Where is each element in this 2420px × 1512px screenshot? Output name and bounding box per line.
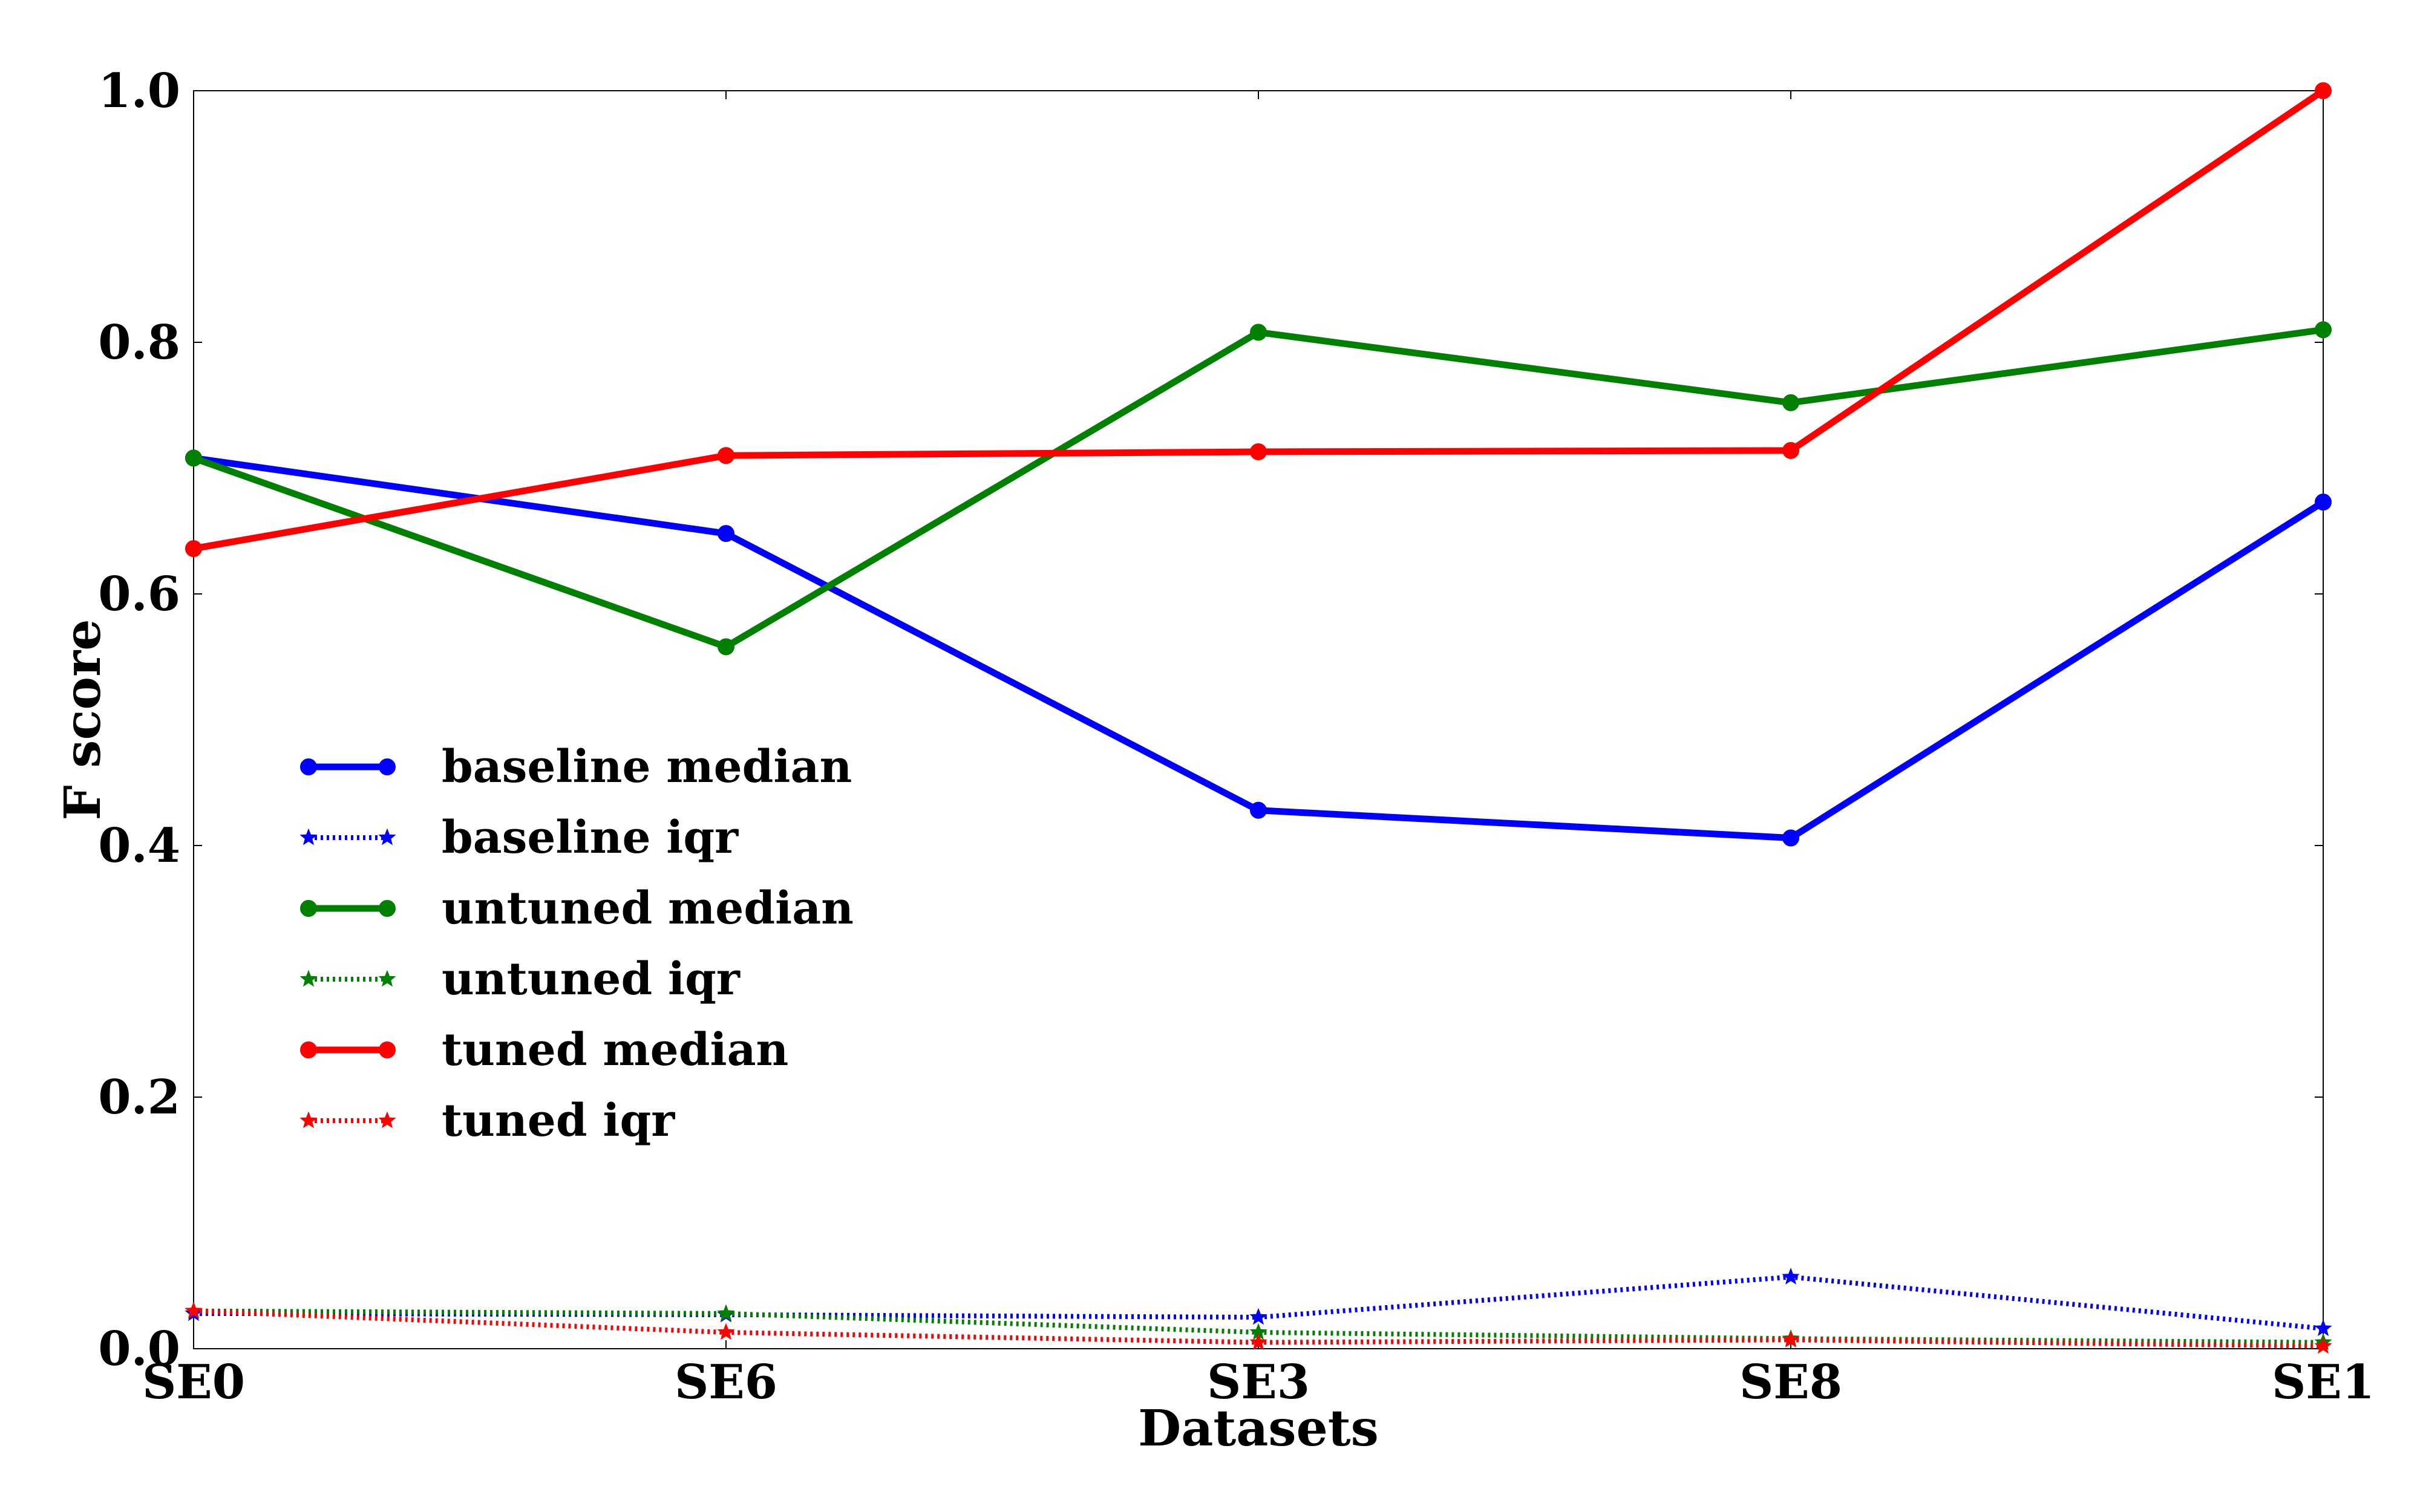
legend-marker: [299, 828, 318, 846]
y-tick-label: 0.0: [98, 1321, 180, 1377]
data-point: [1250, 443, 1267, 460]
legend-label: untuned median: [442, 882, 854, 934]
legend-marker: [300, 1041, 317, 1058]
y-tick-label: 1.0: [98, 64, 180, 119]
data-point: [185, 540, 202, 558]
x-tick-label: SE8: [1739, 1355, 1842, 1410]
data-point: [718, 638, 734, 656]
data-point: [2314, 1337, 2332, 1354]
y-tick-label: 0.4: [98, 818, 180, 873]
y-tick-label: 0.8: [98, 315, 180, 370]
data-point: [2314, 1319, 2332, 1337]
series-line: [193, 88, 2326, 552]
y-tick-label: 0.6: [98, 567, 180, 622]
data-point: [1782, 829, 1799, 847]
data-point: [1782, 394, 1799, 411]
legend-marker: [379, 900, 396, 917]
x-tick-label: SE3: [1207, 1355, 1310, 1410]
legend-label: baseline iqr: [442, 812, 739, 864]
x-axis: SE0 SE6 SE3 SE8 SE1: [142, 91, 2375, 1410]
legend-label: tuned iqr: [442, 1095, 675, 1147]
legend: baseline median baseline iqr untuned media…: [299, 741, 854, 1147]
data-point: [1782, 1267, 1800, 1285]
data-point: [1250, 801, 1267, 819]
legend-marker: [379, 1041, 396, 1058]
data-point: [717, 1323, 735, 1340]
x-axis-label: Datasets: [1138, 1400, 1379, 1458]
legend-label: untuned iqr: [442, 953, 741, 1005]
y-axis-label: F score: [54, 619, 112, 821]
data-point: [718, 447, 734, 464]
legend-marker: [299, 969, 318, 987]
x-tick-label: SE0: [142, 1355, 245, 1410]
data-point: [1249, 1333, 1267, 1351]
legend-marker: [378, 828, 396, 846]
data-point: [717, 1304, 735, 1321]
data-point: [1250, 324, 1267, 341]
legend-item: untuned iqr: [299, 953, 741, 1005]
x-tick-label: SE6: [675, 1355, 777, 1410]
series-tuned-median: [185, 82, 2332, 558]
series-line: [192, 326, 2324, 650]
series-layer: [185, 82, 2332, 1354]
data-point: [718, 525, 734, 543]
legend-marker: [378, 969, 396, 987]
legend-marker: [300, 900, 317, 917]
series-tuned-iqr: [185, 1302, 2332, 1354]
data-point: [1782, 442, 1799, 459]
legend-marker: [379, 758, 396, 775]
y-tick-label: 0.2: [98, 1070, 180, 1125]
legend-label: baseline median: [442, 741, 852, 793]
data-point: [1782, 1330, 1800, 1347]
legend-item: tuned iqr: [299, 1095, 675, 1147]
legend-marker: [378, 1111, 396, 1129]
legend-item: baseline median: [300, 741, 852, 793]
data-point: [2315, 321, 2332, 339]
y-axis: 0.0 0.2 0.4 0.6 0.8 1.0: [98, 64, 2323, 1377]
series-untuned-median: [185, 321, 2332, 656]
legend-item: baseline iqr: [299, 812, 739, 864]
data-point: [1249, 1308, 1267, 1325]
x-tick-label: SE1: [2272, 1355, 2375, 1410]
legend-item: untuned median: [300, 882, 854, 934]
data-point: [2315, 494, 2332, 511]
data-point: [185, 1302, 203, 1319]
legend-label: tuned median: [442, 1024, 788, 1076]
data-point: [185, 449, 202, 467]
data-point: [2315, 82, 2332, 99]
legend-marker: [300, 758, 317, 775]
plot-frame: [193, 90, 2324, 1349]
legend-item: tuned median: [300, 1024, 788, 1076]
legend-marker: [299, 1111, 318, 1129]
